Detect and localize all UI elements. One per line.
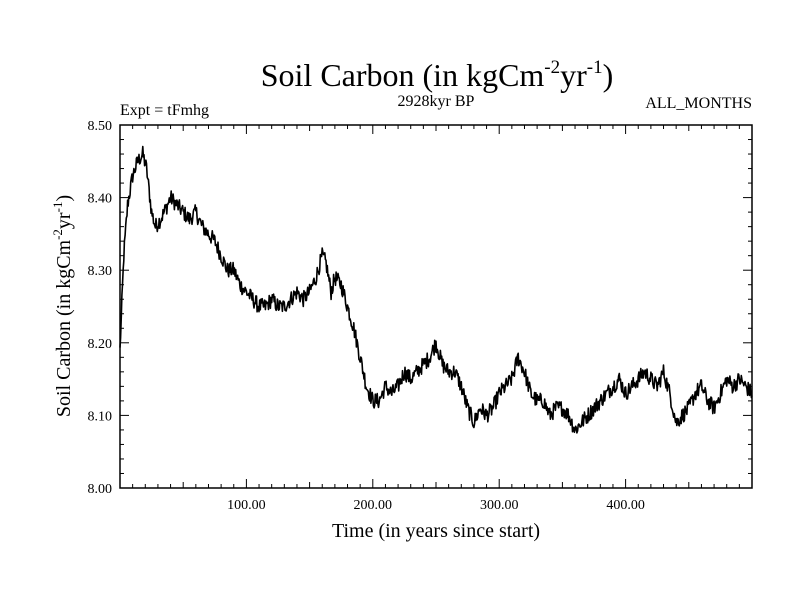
x-tick-label: 100.00	[227, 498, 266, 513]
x-tick-label: 300.00	[480, 498, 519, 513]
x-tick-label: 200.00	[354, 498, 393, 513]
y-axis-label: Soil Carbon (in kgCm-2yr-1)	[50, 195, 75, 417]
y-axis: 8.00 8.10 8.20 8.30 8.40 8.50	[88, 119, 752, 497]
y-tick-label: 8.00	[88, 482, 113, 497]
y-tick-label: 8.10	[88, 409, 113, 424]
subtitle-experiment: Expt = tFmhg	[120, 102, 209, 119]
chart-title: Soil Carbon (in kgCm-2yr-1)	[261, 57, 614, 93]
series-group	[119, 145, 753, 434]
y-tick-label: 8.20	[88, 337, 113, 352]
x-axis: 100.00 200.00 300.00 400.00	[132, 125, 740, 513]
y-tick-label: 8.30	[88, 264, 113, 279]
y-tick-label: 8.40	[88, 192, 113, 207]
x-axis-label: Time (in years since start)	[332, 520, 540, 542]
plot-frame	[119, 124, 753, 489]
y-tick-label: 8.50	[88, 119, 113, 134]
x-tick-label: 400.00	[606, 498, 645, 513]
subtitle-time-bp: 2928kyr BP	[398, 93, 475, 110]
series-line-soil-carbon	[119, 145, 753, 434]
subtitle-months: ALL_MONTHS	[645, 95, 752, 112]
